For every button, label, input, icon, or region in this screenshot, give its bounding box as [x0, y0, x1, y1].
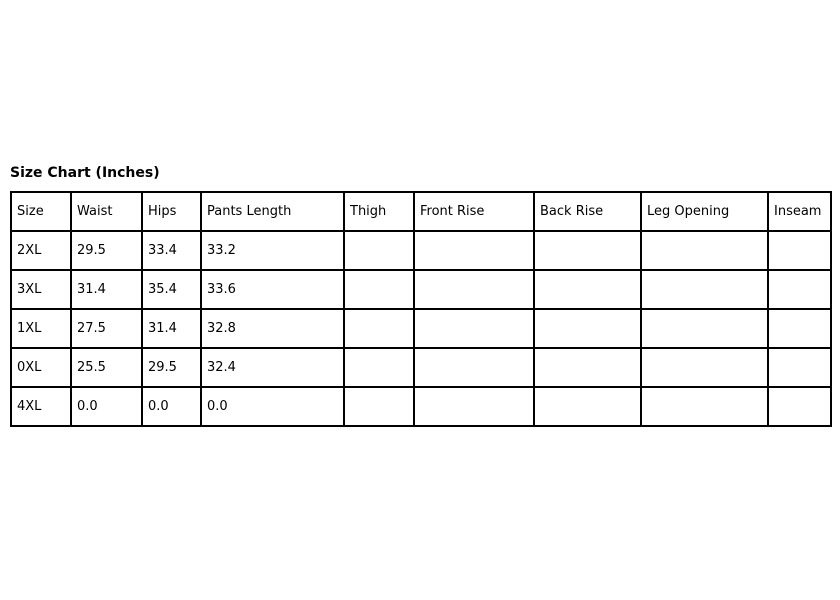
- table-cell-thigh: [344, 348, 414, 387]
- table-cell-hips: 0.0: [142, 387, 201, 426]
- column-header-waist: Waist: [71, 192, 142, 231]
- table-cell-hips: 35.4: [142, 270, 201, 309]
- column-header-back-rise: Back Rise: [534, 192, 641, 231]
- table-row: 3XL 31.4 35.4 33.6: [11, 270, 831, 309]
- table-cell-pants-length: 33.6: [201, 270, 344, 309]
- table-row: 2XL 29.5 33.4 33.2: [11, 231, 831, 270]
- table-cell-inseam: [768, 270, 831, 309]
- table-cell-thigh: [344, 231, 414, 270]
- table-row: 0XL 25.5 29.5 32.4: [11, 348, 831, 387]
- table-cell-front-rise: [414, 348, 534, 387]
- table-cell-thigh: [344, 387, 414, 426]
- table-row: 4XL 0.0 0.0 0.0: [11, 387, 831, 426]
- column-header-front-rise: Front Rise: [414, 192, 534, 231]
- table-cell-waist: 31.4: [71, 270, 142, 309]
- table-cell-front-rise: [414, 270, 534, 309]
- column-header-thigh: Thigh: [344, 192, 414, 231]
- column-header-hips: Hips: [142, 192, 201, 231]
- table-cell-thigh: [344, 270, 414, 309]
- table-cell-front-rise: [414, 309, 534, 348]
- table-cell-front-rise: [414, 387, 534, 426]
- table-cell-inseam: [768, 231, 831, 270]
- column-header-pants-length: Pants Length: [201, 192, 344, 231]
- table-cell-size: 0XL: [11, 348, 71, 387]
- column-header-size: Size: [11, 192, 71, 231]
- table-cell-pants-length: 32.8: [201, 309, 344, 348]
- table-cell-leg-opening: [641, 387, 768, 426]
- table-cell-back-rise: [534, 348, 641, 387]
- table-cell-back-rise: [534, 231, 641, 270]
- column-header-leg-opening: Leg Opening: [641, 192, 768, 231]
- table-cell-pants-length: 0.0: [201, 387, 344, 426]
- table-cell-leg-opening: [641, 309, 768, 348]
- table-cell-leg-opening: [641, 348, 768, 387]
- table-cell-hips: 29.5: [142, 348, 201, 387]
- table-cell-back-rise: [534, 309, 641, 348]
- table-cell-thigh: [344, 309, 414, 348]
- size-chart-table: Size Waist Hips Pants Length Thigh Front…: [10, 191, 832, 427]
- table-cell-leg-opening: [641, 231, 768, 270]
- table-cell-size: 1XL: [11, 309, 71, 348]
- table-cell-back-rise: [534, 270, 641, 309]
- table-cell-back-rise: [534, 387, 641, 426]
- table-cell-inseam: [768, 348, 831, 387]
- table-cell-leg-opening: [641, 270, 768, 309]
- table-cell-size: 2XL: [11, 231, 71, 270]
- page-title: Size Chart (Inches): [10, 165, 160, 181]
- table-cell-hips: 33.4: [142, 231, 201, 270]
- table-row: 1XL 27.5 31.4 32.8: [11, 309, 831, 348]
- table-cell-pants-length: 32.4: [201, 348, 344, 387]
- table-header-row: Size Waist Hips Pants Length Thigh Front…: [11, 192, 831, 231]
- table-cell-waist: 0.0: [71, 387, 142, 426]
- table-cell-size: 4XL: [11, 387, 71, 426]
- table-cell-hips: 31.4: [142, 309, 201, 348]
- table-cell-inseam: [768, 309, 831, 348]
- table-cell-size: 3XL: [11, 270, 71, 309]
- table-cell-waist: 27.5: [71, 309, 142, 348]
- table-cell-waist: 29.5: [71, 231, 142, 270]
- table-cell-inseam: [768, 387, 831, 426]
- table-cell-pants-length: 33.2: [201, 231, 344, 270]
- column-header-inseam: Inseam: [768, 192, 831, 231]
- table-cell-waist: 25.5: [71, 348, 142, 387]
- table-cell-front-rise: [414, 231, 534, 270]
